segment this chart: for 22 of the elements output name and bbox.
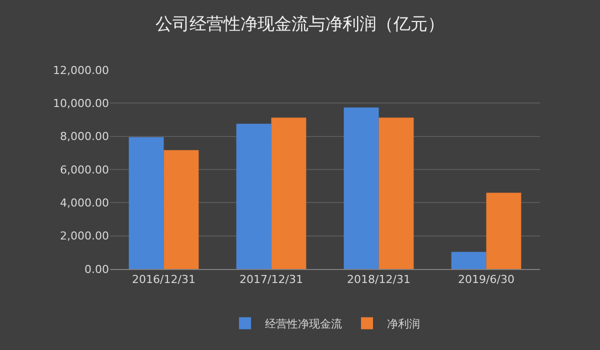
legend-label: 净利润: [387, 318, 420, 331]
bar: [344, 107, 379, 269]
y-tick-label: 6,000.00: [60, 163, 109, 176]
y-tick-label: 2,000.00: [60, 230, 109, 243]
x-tick-label: 2018/12/31: [347, 273, 410, 286]
bar: [486, 192, 522, 269]
bar: [271, 118, 306, 269]
bar: [378, 118, 414, 269]
chart-title: 公司经营性净现金流与净利润（亿元）: [156, 14, 444, 34]
y-tick-label: 8,000.00: [60, 130, 109, 144]
bar: [451, 252, 486, 269]
y-tick-label: 0.00: [84, 262, 109, 276]
bar: [164, 150, 199, 269]
x-tick-label: 2019/6/30: [458, 273, 514, 286]
x-tick-label: 2016/12/31: [132, 273, 196, 286]
legend-label: 经营性净现金流: [265, 318, 342, 331]
x-tick-label: 2017/12/31: [240, 273, 303, 286]
y-tick-label: 4,000.00: [60, 196, 109, 210]
y-tick-label: 10,000.00: [53, 97, 109, 110]
y-tick-label: 12,000.00: [53, 64, 109, 77]
bar: [128, 137, 164, 269]
bar: [236, 124, 272, 269]
